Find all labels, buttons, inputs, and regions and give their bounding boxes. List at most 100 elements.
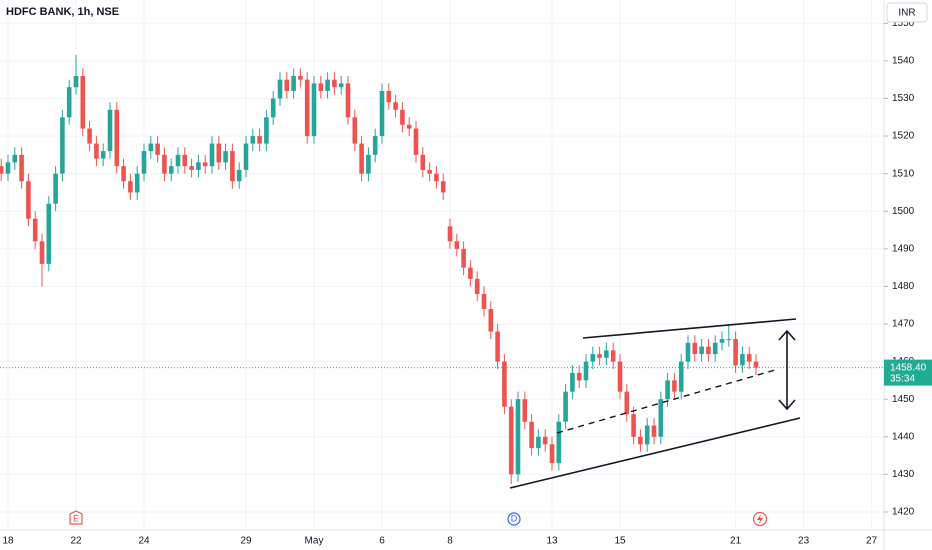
candle-body xyxy=(60,117,65,174)
candle-body xyxy=(529,421,534,449)
candle-body xyxy=(216,143,222,163)
candle-body xyxy=(379,90,385,137)
x-tick-label: 29 xyxy=(240,536,252,547)
range-arrow-head xyxy=(778,399,796,411)
candle-body xyxy=(651,425,657,437)
candle-body xyxy=(148,143,154,152)
candle-body xyxy=(53,173,58,204)
candle-body xyxy=(107,109,113,152)
candle-body xyxy=(87,128,92,144)
candle-body xyxy=(175,154,181,167)
candle-body xyxy=(121,166,126,182)
y-tick-label: 1420 xyxy=(892,507,915,518)
candle-body xyxy=(366,154,371,174)
currency-button[interactable] xyxy=(886,2,928,23)
candle-body xyxy=(658,399,664,437)
x-tick-label: May xyxy=(305,536,324,547)
candle-body xyxy=(610,350,616,362)
candle-body xyxy=(746,354,752,362)
y-tick-label: 1430 xyxy=(892,469,915,480)
candle-body xyxy=(257,136,262,144)
candle-body xyxy=(32,218,38,242)
candle-body xyxy=(298,75,303,80)
candle-body xyxy=(202,162,208,167)
candle-body xyxy=(393,102,398,110)
candle-body xyxy=(372,136,378,155)
x-tick-label: 22 xyxy=(70,536,82,547)
split-event[interactable] xyxy=(752,511,768,527)
candle-body xyxy=(740,354,745,366)
candle-body xyxy=(291,75,296,91)
candle-body xyxy=(624,391,630,415)
y-tick-label: 1440 xyxy=(892,431,915,442)
candle-body xyxy=(5,162,11,174)
dividend-event[interactable]: D xyxy=(507,512,521,526)
candle-body xyxy=(468,267,473,279)
candle-body xyxy=(182,154,188,167)
candle-body xyxy=(583,361,589,381)
candle-body xyxy=(420,154,426,170)
drawings xyxy=(509,318,801,489)
candle-body xyxy=(406,124,412,129)
dividend-letter[interactable]: D xyxy=(511,513,518,523)
candle-body xyxy=(556,421,562,464)
candle-body xyxy=(753,361,759,368)
countdown-label: 35:34 xyxy=(890,373,915,384)
candle-body xyxy=(264,117,269,144)
candle-body xyxy=(400,109,405,125)
candle-body xyxy=(39,241,45,264)
candle-body xyxy=(80,75,86,129)
currency-label[interactable]: INR xyxy=(898,8,915,19)
candle-body xyxy=(236,169,242,182)
y-tick-label: 1500 xyxy=(892,206,915,217)
candle-body xyxy=(311,83,317,137)
candle-body xyxy=(699,346,704,355)
candle-body xyxy=(134,173,140,193)
candle-body xyxy=(46,203,52,264)
candle-body xyxy=(100,151,106,159)
y-tick-label: 1530 xyxy=(892,93,915,104)
candle-body xyxy=(515,399,521,475)
candle-body xyxy=(352,117,358,144)
candle-body xyxy=(536,436,541,449)
candle-body xyxy=(162,154,167,174)
y-tick-label: 1470 xyxy=(892,319,915,330)
candle-body xyxy=(168,166,174,174)
earnings-letter[interactable]: E xyxy=(73,513,79,523)
candle-body xyxy=(474,278,480,294)
candle-layer xyxy=(0,54,759,485)
candle-body xyxy=(488,308,494,332)
candle-body xyxy=(66,87,72,118)
candle-body xyxy=(243,143,249,170)
earnings-icon[interactable] xyxy=(69,510,83,525)
candle-body xyxy=(678,361,684,392)
candle-body xyxy=(26,181,31,219)
y-tick-label: 1510 xyxy=(892,168,915,179)
x-tick-label: 27 xyxy=(866,536,878,547)
last-price-label: 1458.40 xyxy=(890,362,927,373)
candle-body xyxy=(454,241,460,249)
candle-body xyxy=(359,143,364,174)
candle-body xyxy=(447,226,453,242)
candle-body xyxy=(12,154,18,163)
mid-trendline xyxy=(556,369,776,434)
candle-body xyxy=(563,391,568,422)
earnings-event[interactable]: E xyxy=(69,510,83,525)
candle-body xyxy=(604,350,609,358)
candle-body xyxy=(413,128,419,155)
candle-body xyxy=(542,436,548,445)
candle-body xyxy=(304,79,310,137)
candle-body xyxy=(434,173,439,182)
candle-body xyxy=(692,342,698,355)
candle-body xyxy=(672,380,677,392)
y-tick-label: 1520 xyxy=(892,131,915,142)
dividend-icon[interactable] xyxy=(507,512,521,526)
candle-body xyxy=(706,346,711,355)
candle-body xyxy=(631,414,636,437)
candle-body xyxy=(733,339,738,366)
candle-body xyxy=(508,406,514,475)
candle-body xyxy=(189,166,194,170)
candle-body xyxy=(617,361,623,392)
split-bolt[interactable] xyxy=(757,514,763,524)
